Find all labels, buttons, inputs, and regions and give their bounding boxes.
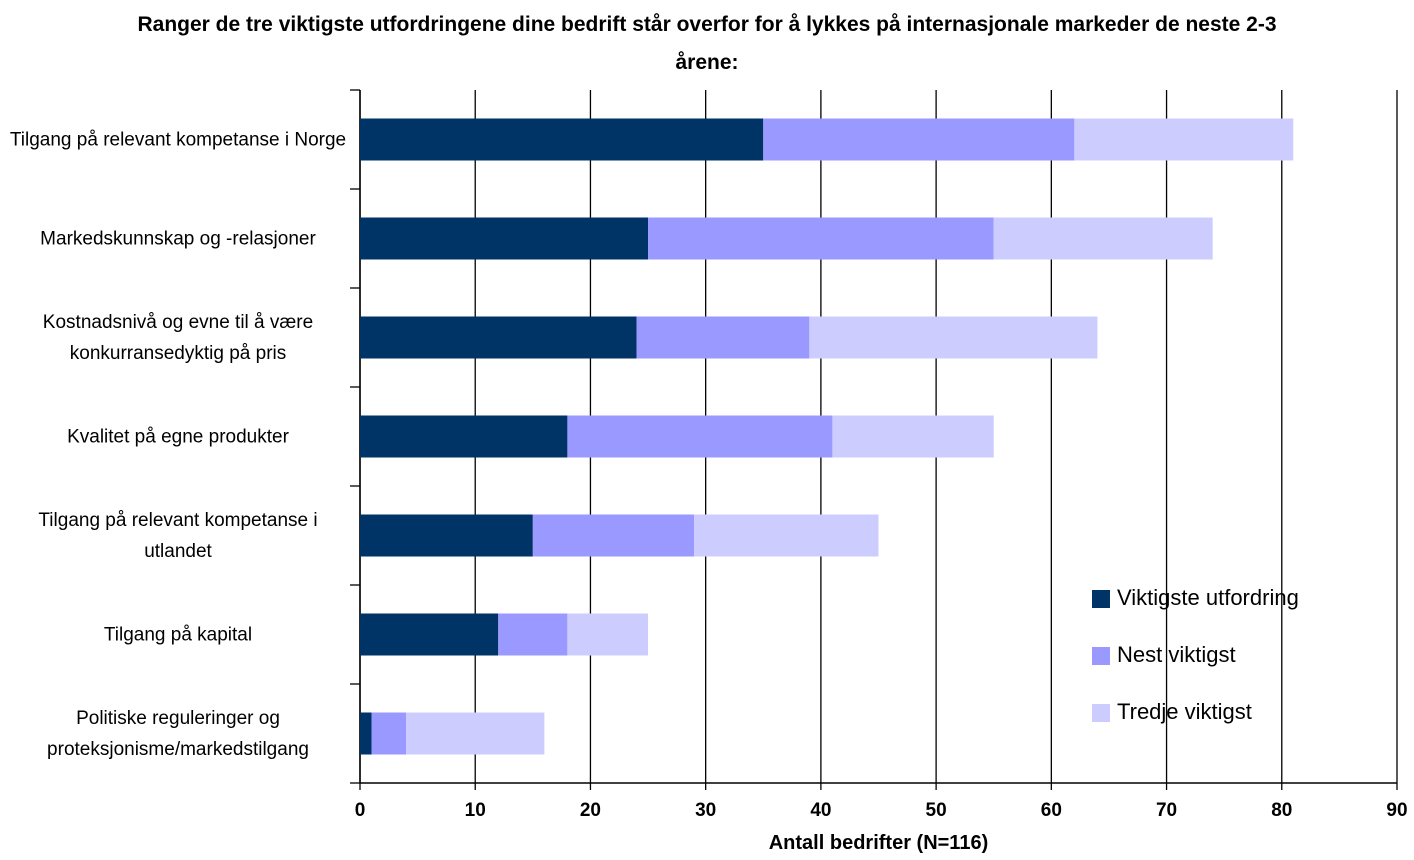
x-tick-label: 90: [1386, 800, 1407, 821]
bar-segment: [498, 613, 568, 656]
legend-label: Tredje viktigst: [1117, 699, 1252, 724]
bar-segment: [993, 217, 1213, 260]
x-tick-label: 60: [1041, 800, 1062, 821]
y-tick-label: Tilgang på relevant kompetanse i Norge: [9, 129, 347, 150]
bar-segment: [694, 514, 879, 557]
x-tick-label: 0: [355, 800, 366, 821]
bar-segment: [532, 514, 695, 557]
y-tick-label: Politiske reguleringer og proteksjonisme…: [47, 707, 309, 760]
x-tick-label: 20: [580, 800, 601, 821]
bar-segment: [371, 712, 407, 755]
bar-segment: [360, 415, 568, 458]
legend-label: Nest viktigst: [1117, 642, 1236, 667]
bar-segment: [567, 415, 833, 458]
bar-segment: [763, 118, 1075, 161]
bar-segment: [360, 118, 764, 161]
bar-segment: [360, 316, 637, 359]
y-tick-label: Kostnadsnivå og evne til å være konkurra…: [42, 311, 314, 364]
x-tick-label: 80: [1271, 800, 1292, 821]
x-tick-label: 30: [695, 800, 716, 821]
bar-segment: [360, 712, 372, 755]
bar-segment: [648, 217, 994, 260]
legend-swatch: [1092, 704, 1110, 722]
bar-segment: [1074, 118, 1294, 161]
legend-swatch: [1092, 647, 1110, 665]
bar-segment: [832, 415, 994, 458]
x-axis-label: Antall bedrifter (N=116): [768, 832, 989, 854]
chart-title: Ranger de tre viktigste utfordringene di…: [137, 13, 1277, 74]
legend-label: Viktigste utfordring: [1117, 585, 1299, 610]
x-tick-label: 40: [810, 800, 831, 821]
x-tick-label: 10: [465, 800, 486, 821]
y-tick-label: Tilgang på kapital: [103, 624, 253, 645]
x-tick-label: 50: [926, 800, 947, 821]
bar-segment: [636, 316, 810, 359]
y-tick-label: Tilgang på relevant kompetanse i utlande…: [38, 509, 318, 562]
bar-segment: [360, 613, 499, 656]
y-tick-label: Markedskunnskap og -relasjoner: [40, 228, 316, 249]
bar-segment: [567, 613, 649, 656]
bar-segment: [809, 316, 1098, 359]
bar-segment: [360, 514, 533, 557]
x-tick-label: 70: [1156, 800, 1177, 821]
bar-segment: [406, 712, 545, 755]
bar-segment: [360, 217, 649, 260]
y-tick-label: Kvalitet på egne produkter: [67, 426, 289, 447]
legend-swatch: [1092, 590, 1110, 608]
